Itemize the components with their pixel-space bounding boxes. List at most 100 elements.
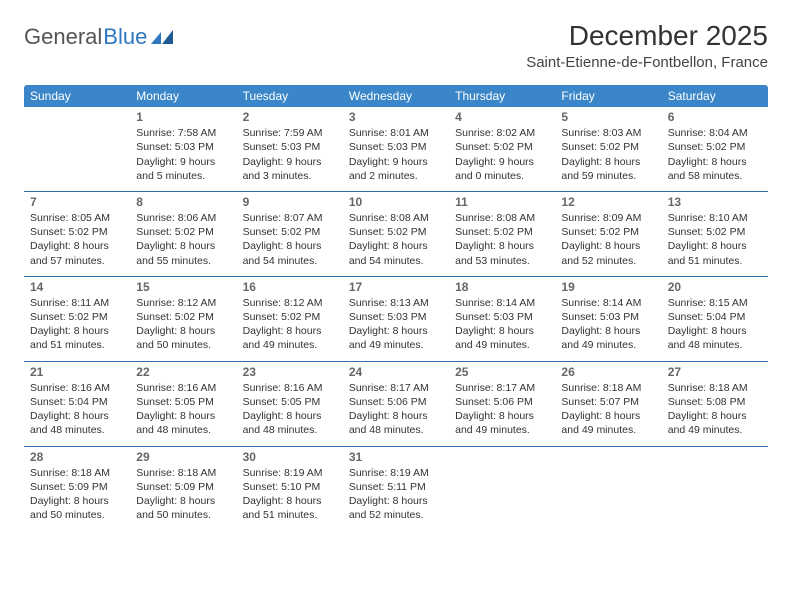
daylight-text: Daylight: 8 hours and 58 minutes. — [668, 155, 762, 183]
day-number: 14 — [30, 279, 124, 295]
sunrise-text: Sunrise: 8:18 AM — [668, 381, 762, 395]
day-number: 9 — [243, 194, 337, 210]
sunset-text: Sunset: 5:02 PM — [30, 310, 124, 324]
calendar-cell: 4Sunrise: 8:02 AMSunset: 5:02 PMDaylight… — [449, 107, 555, 191]
sunset-text: Sunset: 5:03 PM — [561, 310, 655, 324]
sunrise-text: Sunrise: 8:09 AM — [561, 211, 655, 225]
day-number: 15 — [136, 279, 230, 295]
brand-part1: General — [24, 24, 102, 50]
calendar-week-row: 21Sunrise: 8:16 AMSunset: 5:04 PMDayligh… — [24, 361, 768, 446]
day-number: 7 — [30, 194, 124, 210]
calendar-cell: 7Sunrise: 8:05 AMSunset: 5:02 PMDaylight… — [24, 191, 130, 276]
daylight-text: Daylight: 8 hours and 48 minutes. — [30, 409, 124, 437]
sunset-text: Sunset: 5:06 PM — [455, 395, 549, 409]
sunrise-text: Sunrise: 8:18 AM — [30, 466, 124, 480]
col-saturday: Saturday — [662, 85, 768, 107]
daylight-text: Daylight: 8 hours and 48 minutes. — [136, 409, 230, 437]
calendar-cell: 25Sunrise: 8:17 AMSunset: 5:06 PMDayligh… — [449, 361, 555, 446]
sunrise-text: Sunrise: 8:16 AM — [243, 381, 337, 395]
calendar-cell — [662, 446, 768, 530]
sunset-text: Sunset: 5:02 PM — [561, 140, 655, 154]
sunset-text: Sunset: 5:04 PM — [30, 395, 124, 409]
day-number: 26 — [561, 364, 655, 380]
daylight-text: Daylight: 8 hours and 49 minutes. — [561, 324, 655, 352]
title-block: December 2025 Saint-Etienne-de-Fontbello… — [526, 20, 768, 71]
calendar-cell: 16Sunrise: 8:12 AMSunset: 5:02 PMDayligh… — [237, 276, 343, 361]
sunset-text: Sunset: 5:08 PM — [668, 395, 762, 409]
sunset-text: Sunset: 5:02 PM — [668, 140, 762, 154]
sunset-text: Sunset: 5:02 PM — [349, 225, 443, 239]
sunrise-text: Sunrise: 8:05 AM — [30, 211, 124, 225]
sunrise-text: Sunrise: 8:19 AM — [349, 466, 443, 480]
month-title: December 2025 — [526, 20, 768, 52]
sunset-text: Sunset: 5:03 PM — [136, 140, 230, 154]
sunrise-text: Sunrise: 8:19 AM — [243, 466, 337, 480]
daylight-text: Daylight: 8 hours and 59 minutes. — [561, 155, 655, 183]
calendar-cell: 20Sunrise: 8:15 AMSunset: 5:04 PMDayligh… — [662, 276, 768, 361]
sunrise-text: Sunrise: 8:10 AM — [668, 211, 762, 225]
calendar-cell: 26Sunrise: 8:18 AMSunset: 5:07 PMDayligh… — [555, 361, 661, 446]
calendar-cell: 29Sunrise: 8:18 AMSunset: 5:09 PMDayligh… — [130, 446, 236, 530]
day-number: 6 — [668, 109, 762, 125]
day-number: 25 — [455, 364, 549, 380]
location: Saint-Etienne-de-Fontbellon, France — [526, 54, 768, 71]
day-number: 5 — [561, 109, 655, 125]
calendar-cell: 17Sunrise: 8:13 AMSunset: 5:03 PMDayligh… — [343, 276, 449, 361]
sunrise-text: Sunrise: 8:01 AM — [349, 126, 443, 140]
sunset-text: Sunset: 5:02 PM — [243, 225, 337, 239]
calendar-cell: 8Sunrise: 8:06 AMSunset: 5:02 PMDaylight… — [130, 191, 236, 276]
weekday-header-row: Sunday Monday Tuesday Wednesday Thursday… — [24, 85, 768, 107]
day-number: 17 — [349, 279, 443, 295]
col-tuesday: Tuesday — [237, 85, 343, 107]
calendar-cell: 11Sunrise: 8:08 AMSunset: 5:02 PMDayligh… — [449, 191, 555, 276]
col-sunday: Sunday — [24, 85, 130, 107]
calendar-cell: 10Sunrise: 8:08 AMSunset: 5:02 PMDayligh… — [343, 191, 449, 276]
col-thursday: Thursday — [449, 85, 555, 107]
sunrise-text: Sunrise: 8:04 AM — [668, 126, 762, 140]
calendar-cell: 14Sunrise: 8:11 AMSunset: 5:02 PMDayligh… — [24, 276, 130, 361]
calendar-cell: 9Sunrise: 8:07 AMSunset: 5:02 PMDaylight… — [237, 191, 343, 276]
calendar-cell: 3Sunrise: 8:01 AMSunset: 5:03 PMDaylight… — [343, 107, 449, 191]
daylight-text: Daylight: 8 hours and 49 minutes. — [243, 324, 337, 352]
daylight-text: Daylight: 8 hours and 51 minutes. — [30, 324, 124, 352]
day-number: 23 — [243, 364, 337, 380]
daylight-text: Daylight: 8 hours and 48 minutes. — [349, 409, 443, 437]
calendar-week-row: 7Sunrise: 8:05 AMSunset: 5:02 PMDaylight… — [24, 191, 768, 276]
day-number: 2 — [243, 109, 337, 125]
calendar-cell: 1Sunrise: 7:58 AMSunset: 5:03 PMDaylight… — [130, 107, 236, 191]
daylight-text: Daylight: 8 hours and 49 minutes. — [668, 409, 762, 437]
daylight-text: Daylight: 8 hours and 53 minutes. — [455, 239, 549, 267]
daylight-text: Daylight: 9 hours and 3 minutes. — [243, 155, 337, 183]
day-number: 21 — [30, 364, 124, 380]
day-number: 31 — [349, 449, 443, 465]
sunrise-text: Sunrise: 7:58 AM — [136, 126, 230, 140]
day-number: 24 — [349, 364, 443, 380]
sunrise-text: Sunrise: 8:16 AM — [30, 381, 124, 395]
sunset-text: Sunset: 5:07 PM — [561, 395, 655, 409]
daylight-text: Daylight: 8 hours and 51 minutes. — [668, 239, 762, 267]
daylight-text: Daylight: 8 hours and 49 minutes. — [455, 409, 549, 437]
calendar-page: GeneralBlue December 2025 Saint-Etienne-… — [0, 0, 792, 550]
calendar-table: Sunday Monday Tuesday Wednesday Thursday… — [24, 85, 768, 530]
day-number: 22 — [136, 364, 230, 380]
calendar-week-row: 14Sunrise: 8:11 AMSunset: 5:02 PMDayligh… — [24, 276, 768, 361]
day-number: 20 — [668, 279, 762, 295]
sunrise-text: Sunrise: 8:03 AM — [561, 126, 655, 140]
day-number: 29 — [136, 449, 230, 465]
col-monday: Monday — [130, 85, 236, 107]
daylight-text: Daylight: 8 hours and 57 minutes. — [30, 239, 124, 267]
header: GeneralBlue December 2025 Saint-Etienne-… — [24, 20, 768, 71]
day-number: 27 — [668, 364, 762, 380]
daylight-text: Daylight: 8 hours and 48 minutes. — [243, 409, 337, 437]
sunrise-text: Sunrise: 8:16 AM — [136, 381, 230, 395]
calendar-cell: 19Sunrise: 8:14 AMSunset: 5:03 PMDayligh… — [555, 276, 661, 361]
day-number: 11 — [455, 194, 549, 210]
calendar-cell: 23Sunrise: 8:16 AMSunset: 5:05 PMDayligh… — [237, 361, 343, 446]
col-friday: Friday — [555, 85, 661, 107]
calendar-cell: 31Sunrise: 8:19 AMSunset: 5:11 PMDayligh… — [343, 446, 449, 530]
calendar-cell: 2Sunrise: 7:59 AMSunset: 5:03 PMDaylight… — [237, 107, 343, 191]
sunset-text: Sunset: 5:02 PM — [136, 310, 230, 324]
daylight-text: Daylight: 8 hours and 50 minutes. — [30, 494, 124, 522]
brand-logo: GeneralBlue — [24, 24, 175, 50]
daylight-text: Daylight: 8 hours and 54 minutes. — [349, 239, 443, 267]
